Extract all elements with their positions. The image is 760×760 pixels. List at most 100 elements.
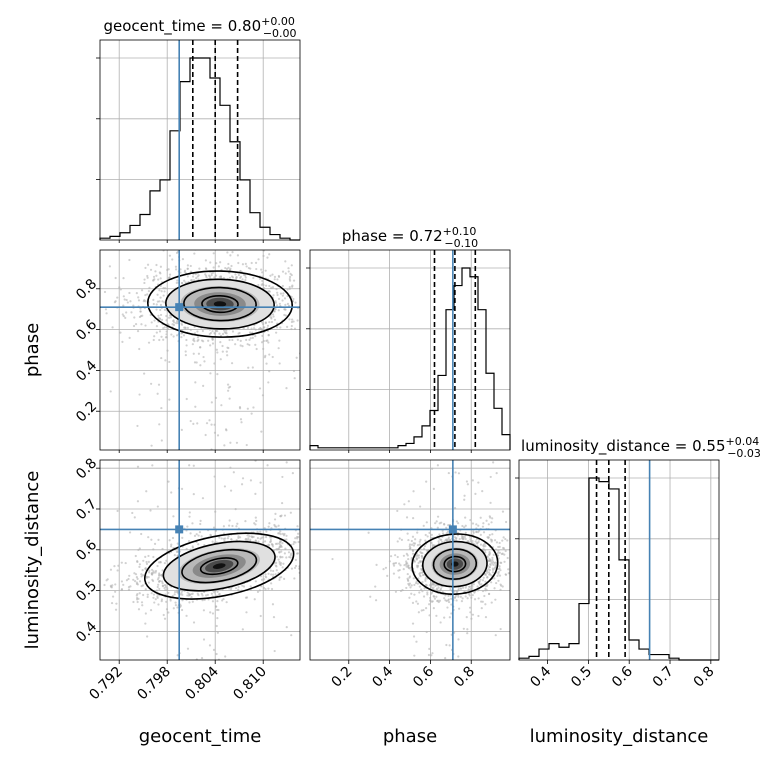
sample-point: [122, 277, 125, 280]
sample-point: [174, 265, 178, 268]
sample-point: [170, 491, 173, 494]
sample-point: [180, 323, 184, 326]
sample-point: [443, 540, 446, 543]
sample-point: [96, 293, 98, 295]
sample-point: [136, 577, 139, 580]
sample-point: [285, 461, 288, 464]
sample-point: [367, 531, 370, 534]
sample-point: [186, 267, 189, 270]
sample-point: [473, 598, 477, 601]
sample-point: [150, 538, 153, 541]
sample-point: [504, 537, 507, 541]
sample-point: [235, 276, 238, 279]
sample-point: [204, 259, 207, 262]
sample-point: [185, 397, 188, 401]
sample-point: [345, 656, 347, 658]
sample-point: [160, 318, 164, 321]
sample-point: [300, 323, 302, 325]
contour-line: [201, 295, 239, 314]
sample-point: [241, 584, 244, 587]
sample-point: [275, 326, 279, 329]
sample-point: [214, 510, 217, 513]
sample-point: [171, 594, 174, 598]
sample-point: [413, 654, 416, 657]
sample-point: [198, 346, 202, 349]
y-tick-label: 0.8: [73, 276, 100, 303]
sample-point: [464, 516, 467, 519]
sample-point: [149, 608, 153, 612]
sample-point: [272, 315, 275, 318]
sample-point: [209, 344, 212, 347]
sample-point: [231, 330, 235, 333]
sample-point: [188, 511, 191, 514]
sample-point: [144, 588, 147, 591]
x-axis-phase: 0.2 0.4 0.6 0.8 phase: [329, 450, 478, 747]
sample-point: [477, 614, 480, 618]
sample-point: [471, 613, 475, 616]
sample-point: [181, 589, 184, 593]
sample-point: [513, 536, 515, 538]
sample-point: [241, 477, 245, 480]
sample-point: [281, 566, 284, 569]
sample-point: [420, 554, 424, 558]
sample-point: [246, 407, 249, 410]
sample-point: [301, 325, 303, 327]
sample-point: [216, 351, 219, 354]
sample-point: [163, 587, 166, 590]
sample-point: [430, 542, 433, 545]
sample-point: [138, 563, 142, 566]
sample-point: [264, 284, 268, 287]
sample-point: [251, 366, 254, 369]
sample-point: [171, 536, 175, 540]
sample-point: [152, 570, 155, 573]
sample-point: [168, 539, 171, 542]
sample-point: [245, 596, 249, 599]
sample-point: [111, 584, 114, 587]
sample-point: [234, 587, 238, 590]
sample-point: [499, 627, 502, 631]
sample-point: [164, 236, 166, 238]
sample-point: [314, 302, 316, 304]
sample-point: [471, 522, 475, 525]
sample-point: [538, 575, 540, 577]
sample-point: [260, 268, 263, 271]
sample-point: [245, 265, 248, 268]
sample-point: [158, 330, 162, 333]
sample-point: [295, 356, 298, 359]
sample-point: [499, 569, 502, 572]
sample-point: [142, 559, 145, 562]
sample-point: [287, 267, 290, 270]
sample-point: [144, 555, 147, 558]
sample-point: [215, 624, 218, 628]
sample-point: [148, 247, 150, 249]
sample-point: [416, 531, 419, 534]
sample-point: [105, 312, 108, 315]
sample-point: [273, 318, 277, 321]
sample-point: [305, 541, 307, 543]
sample-point: [200, 592, 203, 595]
sample-point: [498, 565, 501, 568]
sample-point: [186, 275, 189, 278]
sample-point: [120, 580, 124, 583]
sample-point: [118, 286, 121, 289]
sample-point: [256, 590, 260, 593]
sample-point: [198, 531, 202, 534]
sample-point: [209, 372, 212, 375]
sample-point: [263, 540, 267, 543]
sample-point: [388, 560, 391, 563]
sample-point: [263, 356, 267, 359]
sample-point: [182, 334, 186, 337]
sample-point: [454, 596, 457, 599]
sample-point: [407, 557, 410, 561]
sample-point: [288, 275, 292, 279]
sample-point: [161, 569, 164, 572]
sample-point: [156, 564, 159, 568]
sample-point: [254, 343, 257, 346]
sample-point: [284, 260, 287, 263]
sample-point: [281, 284, 284, 288]
sample-point: [436, 464, 439, 467]
sample-point: [139, 307, 142, 310]
sample-point: [470, 596, 473, 599]
sample-point: [482, 531, 486, 534]
